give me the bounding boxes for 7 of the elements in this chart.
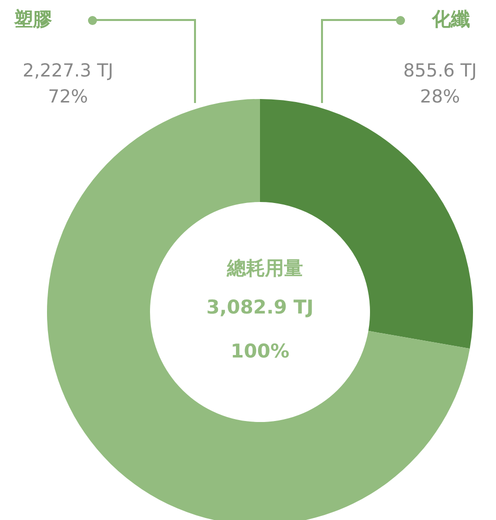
text: 總耗用量 (226, 258, 303, 280)
data-label: 2,227.3 TJ 72% (22, 60, 114, 108)
data-label: 855.6 TJ 28% (403, 60, 477, 108)
slice-label: 化纖 (431, 8, 470, 30)
text: 100% (230, 340, 290, 362)
slice-label: 塑膠 (13, 8, 53, 30)
text: 3,082.9 TJ (206, 296, 314, 318)
